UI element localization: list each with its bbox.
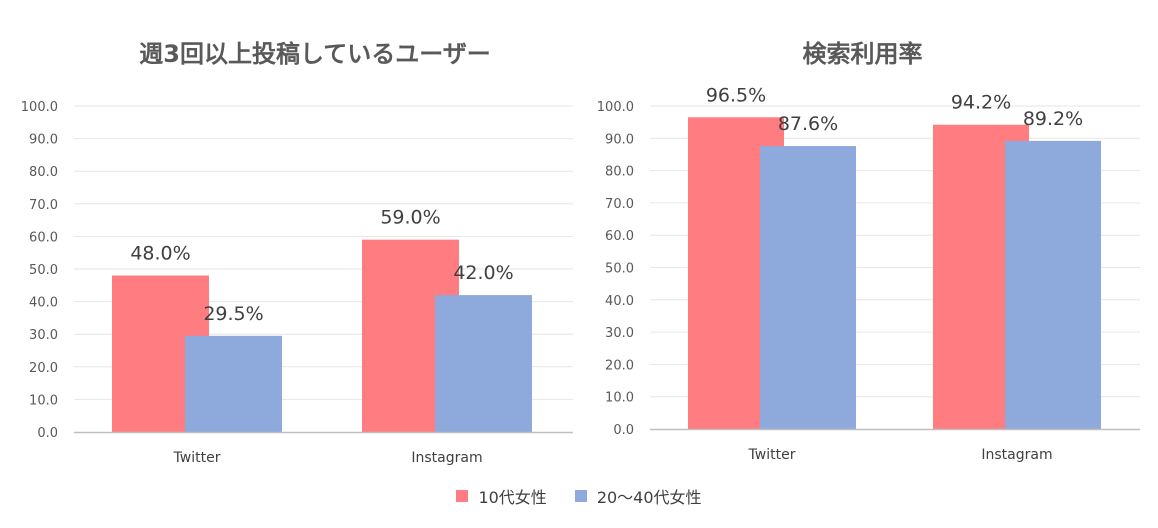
x-category-label: Instagram xyxy=(981,447,1052,463)
y-tick-label: 30.0 xyxy=(29,328,58,343)
y-tick-label: 30.0 xyxy=(605,326,634,341)
data-label: 42.0% xyxy=(453,262,513,284)
x-category-label: Twitter xyxy=(748,447,796,463)
data-label: 59.0% xyxy=(380,207,440,229)
y-tick-label: 100.0 xyxy=(597,100,634,115)
data-label: 48.0% xyxy=(130,243,190,265)
y-tick-label: 20.0 xyxy=(29,361,58,376)
y-tick-label: 0.0 xyxy=(37,426,58,441)
y-tick-label: 50.0 xyxy=(605,262,634,277)
legend-item-20-40s: 20〜40代女性 xyxy=(574,484,702,508)
legend-swatch-teens xyxy=(456,490,469,502)
y-tick-label: 10.0 xyxy=(605,391,634,406)
y-tick-label: 40.0 xyxy=(605,294,634,309)
data-label: 94.2% xyxy=(951,92,1011,114)
data-label: 96.5% xyxy=(706,84,766,106)
y-tick-label: 90.0 xyxy=(605,132,634,147)
legend-label-20-40s: 20〜40代女性 xyxy=(596,488,702,507)
bar-20-40s xyxy=(760,146,856,429)
legend-label-teens: 10代女性 xyxy=(478,488,547,507)
y-tick-label: 60.0 xyxy=(29,230,58,245)
chart-title-posting: 週3回以上投稿しているユーザー xyxy=(139,40,491,68)
legend: 10代女性 20〜40代女性 xyxy=(0,484,1158,508)
chart-title-search: 検索利用率 xyxy=(802,40,923,68)
legend-item-teens: 10代女性 xyxy=(456,484,547,508)
data-label: 29.5% xyxy=(203,303,263,325)
y-tick-label: 80.0 xyxy=(29,165,58,180)
x-category-label: Instagram xyxy=(411,450,482,466)
y-tick-label: 100.0 xyxy=(21,100,58,115)
y-tick-label: 0.0 xyxy=(613,423,634,438)
y-tick-label: 80.0 xyxy=(605,165,634,180)
bar-20-40s xyxy=(1005,140,1101,429)
y-tick-label: 10.0 xyxy=(29,393,58,408)
bar-20-40s xyxy=(185,335,282,432)
y-tick-label: 70.0 xyxy=(29,198,58,213)
bar-20-40s xyxy=(435,295,532,432)
data-label: 89.2% xyxy=(1023,108,1083,130)
data-label: 87.6% xyxy=(778,113,838,135)
legend-swatch-20-40s xyxy=(574,490,587,502)
y-tick-label: 60.0 xyxy=(605,229,634,244)
y-tick-label: 20.0 xyxy=(605,358,634,373)
y-tick-label: 50.0 xyxy=(29,263,58,278)
x-category-label: Twitter xyxy=(173,450,221,466)
y-tick-label: 90.0 xyxy=(29,133,58,148)
y-tick-label: 40.0 xyxy=(29,296,58,311)
y-tick-label: 70.0 xyxy=(605,197,634,212)
